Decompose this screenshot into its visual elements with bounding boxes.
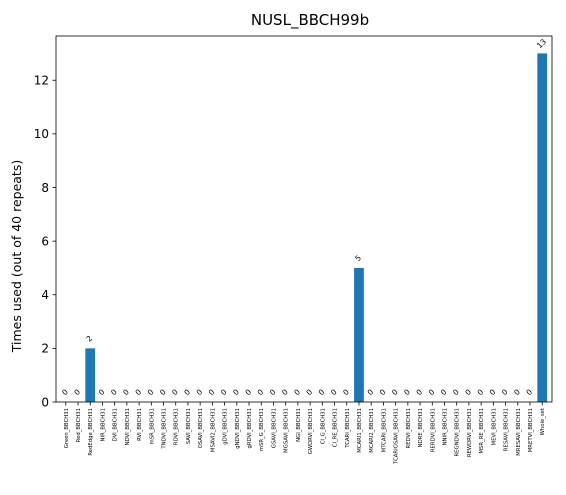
x-tick-label: Red_BBCH31 — [76, 408, 82, 442]
bar-value-label: 0 — [268, 387, 278, 397]
y-axis: 0 2 4 6 8 10 12 — [34, 74, 56, 409]
x-tick-label: MCARI2_BBCH31 — [369, 408, 375, 453]
x-tick-label: Green_BBCH31 — [64, 408, 70, 448]
bar-value-label: 0 — [414, 387, 424, 397]
bar-mcari1-bbch31 — [354, 267, 364, 402]
x-tick-label: MCARI1_BBCH31 — [357, 408, 363, 453]
y-tick-label: 10 — [34, 127, 49, 141]
x-tick-label: OSAVI_BBCH31 — [198, 408, 204, 448]
x-tick-label: RERDVI_BBCH31 — [430, 408, 436, 452]
bar-value-label: 0 — [488, 387, 498, 397]
x-tick-label: mSR_BBCH31 — [149, 408, 155, 444]
bar-value-label: 0 — [463, 387, 473, 397]
x-axis: Green_BBCH31 Red_BBCH31 RedEdge_BBCH31 NIR_… — [64, 402, 546, 465]
y-tick-label: 12 — [34, 74, 49, 88]
y-tick-label: 0 — [41, 395, 49, 409]
chart-title: NUSL_BBCH99b — [251, 11, 369, 30]
x-tick-label: NNIR_BBCH31 — [442, 408, 448, 445]
bar-value-label: 0 — [256, 387, 266, 397]
x-tick-label: RedEdge_BBCH31 — [88, 408, 94, 456]
x-tick-label: SAVI_BBCH31 — [186, 408, 192, 444]
y-tick-label: 4 — [41, 288, 49, 302]
y-tick-label: 8 — [41, 181, 49, 195]
x-tick-label: RVI_BBCH31 — [137, 408, 143, 441]
bar-value-label: 0 — [329, 387, 339, 397]
x-tick-label: REDVI_BBCH31 — [406, 408, 412, 448]
bar-value-label: 0 — [317, 387, 327, 397]
x-tick-label: MEVI_BBCH31 — [491, 408, 497, 445]
bar-value-label: 0 — [512, 387, 522, 397]
bar-value-label: 0 — [524, 387, 534, 397]
bar-value-label: 0 — [378, 387, 388, 397]
x-tick-label: CI_G_BBCH31 — [320, 408, 326, 444]
x-tick-label: NIR_BBCH31 — [100, 408, 106, 441]
bar-value-label: 0 — [109, 387, 119, 397]
x-tick-label: TCARI_BBCH31 — [345, 408, 351, 449]
x-tick-label: MRETVI_BBCH31 — [528, 408, 534, 452]
x-tick-label: TCARIOSAVI_BBCH31 — [394, 408, 400, 465]
bar-value-label: 0 — [280, 387, 290, 397]
bar-value-label: 0 — [451, 387, 461, 397]
bar-value-label: 0 — [243, 387, 253, 397]
x-tick-label: RDVI_BBCH31 — [174, 408, 180, 445]
bar-value-label: 0 — [231, 387, 241, 397]
bar-value-label: 0 — [133, 387, 143, 397]
x-tick-label: MSAVI2_BBCH31 — [210, 408, 216, 452]
x-tick-label: NGI_BBCH31 — [296, 408, 302, 442]
bar-value-label: 0 — [366, 387, 376, 397]
bar-value-label: 0 — [402, 387, 412, 397]
x-tick-label: GWDRVI_BBCH31 — [308, 408, 314, 454]
x-tick-label: mSR_G_BBCH31 — [259, 408, 265, 451]
bar-value-label: 5 — [353, 253, 363, 263]
x-tick-label: NDVI_BBCH31 — [125, 408, 131, 445]
x-tick-label: REGNDVI_BBCH31 — [455, 408, 461, 457]
bar-value-label: 0 — [146, 387, 156, 397]
bar-whole-set — [537, 53, 548, 403]
x-tick-label: MSR_RE_BBCH31 — [479, 408, 485, 454]
bar-rededge-bbch31 — [85, 348, 96, 402]
bar-value-label: 0 — [97, 387, 107, 397]
bar-value-label: 0 — [304, 387, 314, 397]
bar-value-label: 0 — [390, 387, 400, 397]
x-tick-label: NDRE_BBCH31 — [418, 408, 424, 447]
bar-value-label: 0 — [195, 387, 205, 397]
bars-group — [85, 53, 548, 403]
x-tick-label: CI_RE_BBCH31 — [333, 408, 339, 447]
bar-value-label: 0 — [500, 387, 510, 397]
bar-value-label: 0 — [219, 387, 229, 397]
y-tick-label: 6 — [41, 234, 49, 248]
bar-labels-group: 0 020 0 0 0 0 0 0 0 0 0 0 0 0 0 0 0 0 0 0 0 050 0 0 0 0 0 0 0 0 0 0 0 0 01… — [60, 37, 548, 397]
plot-frame — [55, 35, 553, 403]
x-tick-label: REWDRVI_BBCH31 — [467, 408, 473, 457]
bar-value-label: 0 — [121, 387, 131, 397]
x-tick-label: DVI_BBCH31 — [113, 408, 119, 441]
bar-value-label: 0 — [439, 387, 449, 397]
bar-value-label: 0 — [292, 387, 302, 397]
bar-value-label: 13 — [535, 37, 548, 50]
y-axis-label: Times used (out of 40 repeats) — [9, 160, 24, 353]
bar-value-label: 0 — [182, 387, 192, 397]
x-tick-label: MRESAVI_BBCH31 — [516, 408, 522, 456]
x-tick-label: Whole_set — [540, 408, 546, 435]
bar-value-label: 0 — [72, 387, 82, 397]
bar-value-label: 2 — [85, 334, 95, 344]
bar-value-label: 0 — [207, 387, 217, 397]
x-tick-label: gRDVI_BBCH31 — [247, 408, 253, 448]
bar-value-label: 0 — [341, 387, 351, 397]
bar-value-label: 0 — [427, 387, 437, 397]
x-tick-label: MGSAVI_BBCH31 — [284, 408, 290, 453]
x-tick-label: gDVI_BBCH31 — [223, 408, 229, 445]
y-tick-label: 2 — [41, 342, 49, 356]
x-tick-label: RESAVI_BBCH31 — [504, 408, 510, 451]
bar-value-label: 0 — [170, 387, 180, 397]
bar-value-label: 0 — [476, 387, 486, 397]
x-tick-label: MTCARI_BBCH31 — [381, 408, 387, 452]
x-tick-label: TNDVI_BBCH31 — [162, 408, 168, 450]
x-tick-label: GSAVI_BBCH31 — [271, 408, 277, 448]
bar-value-label: 0 — [158, 387, 168, 397]
bar-value-label: 0 — [60, 387, 70, 397]
x-tick-label: gNDVI_BBCH31 — [235, 408, 241, 449]
